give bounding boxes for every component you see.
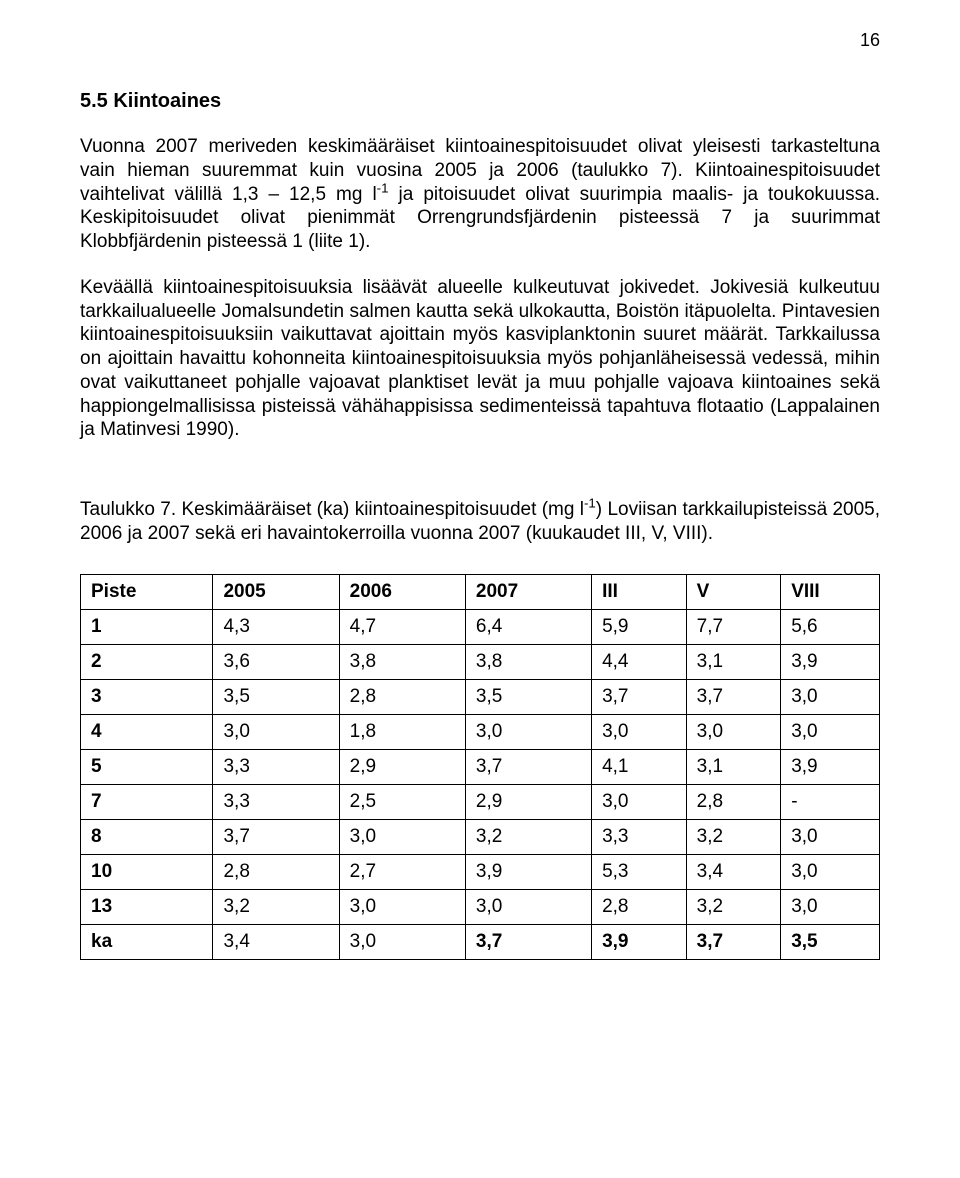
table-cell: 2,8 [592,889,687,924]
document-page: 16 5.5 Kiintoaines Vuonna 2007 meriveden… [0,0,960,1178]
table-cell: 4,7 [339,609,465,644]
table-header-cell: Piste [81,574,213,609]
table-cell: 6,4 [465,609,591,644]
table-header-cell: 2005 [213,574,339,609]
table-cell: 3,7 [465,924,591,959]
table-row-label: 2 [81,644,213,679]
table-cell: 2,8 [339,679,465,714]
table-cell: 3,5 [465,679,591,714]
table-cell: 4,4 [592,644,687,679]
table-row: 73,32,52,93,02,8- [81,784,880,819]
table-cell: - [781,784,880,819]
table-header-cell: V [686,574,781,609]
table-cell: 3,9 [781,644,880,679]
table-row-label: ka [81,924,213,959]
table-row-label: 8 [81,819,213,854]
data-table: Piste200520062007IIIVVIII 14,34,76,45,97… [80,574,880,960]
table-cell: 2,8 [213,854,339,889]
table-row-label: 5 [81,749,213,784]
table-row: 33,52,83,53,73,73,0 [81,679,880,714]
table-header-cell: 2007 [465,574,591,609]
table-cell: 3,0 [781,819,880,854]
table-cell: 5,9 [592,609,687,644]
table-cell: 3,1 [686,644,781,679]
table-header-cell: VIII [781,574,880,609]
table-cell: 3,0 [213,714,339,749]
table-cell: 2,8 [686,784,781,819]
table-cell: 3,1 [686,749,781,784]
table-cell: 3,9 [592,924,687,959]
table-row: 83,73,03,23,33,23,0 [81,819,880,854]
table-cell: 3,2 [213,889,339,924]
table-cell: 3,0 [686,714,781,749]
table-row: 133,23,03,02,83,23,0 [81,889,880,924]
table-cell: 3,7 [592,679,687,714]
table-header-cell: 2006 [339,574,465,609]
table-row: 43,01,83,03,03,03,0 [81,714,880,749]
table-cell: 3,2 [686,819,781,854]
table-cell: 3,0 [465,889,591,924]
table-cell: 3,8 [465,644,591,679]
table-cell: 3,0 [592,714,687,749]
table-cell: 3,0 [781,889,880,924]
table-cell: 3,9 [781,749,880,784]
table-cell: 3,8 [339,644,465,679]
table-cell: 3,0 [781,854,880,889]
table-cell: 3,0 [781,714,880,749]
table-cell: 3,3 [213,784,339,819]
table-cell: 3,2 [465,819,591,854]
table-row-label: 1 [81,609,213,644]
table-cell: 3,3 [592,819,687,854]
table-row: 23,63,83,84,43,13,9 [81,644,880,679]
table-cell: 3,7 [686,924,781,959]
table-row-label: 4 [81,714,213,749]
table-cell: 5,3 [592,854,687,889]
paragraph-1: Vuonna 2007 meriveden keskimääräiset kii… [80,135,880,254]
table-cell: 3,0 [339,924,465,959]
table-row-label: 13 [81,889,213,924]
table-row-label: 7 [81,784,213,819]
table-cell: 4,1 [592,749,687,784]
table-caption: Taulukko 7. Keskimääräiset (ka) kiintoai… [80,498,880,546]
table-cell: 3,0 [339,819,465,854]
table-cell: 7,7 [686,609,781,644]
table-cell: 3,0 [592,784,687,819]
table-row: ka3,43,03,73,93,73,5 [81,924,880,959]
table-cell: 2,9 [339,749,465,784]
table-cell: 2,7 [339,854,465,889]
table-cell: 4,3 [213,609,339,644]
table-row-label: 10 [81,854,213,889]
table-cell: 3,6 [213,644,339,679]
table-cell: 3,7 [686,679,781,714]
table-cell: 3,3 [213,749,339,784]
table-cell: 3,0 [339,889,465,924]
table-cell: 3,0 [465,714,591,749]
section-title: 5.5 Kiintoaines [80,90,880,113]
table-cell: 3,4 [686,854,781,889]
table-cell: 2,9 [465,784,591,819]
table-header: Piste200520062007IIIVVIII [81,574,880,609]
table-cell: 3,9 [465,854,591,889]
table-row: 102,82,73,95,33,43,0 [81,854,880,889]
table-cell: 3,4 [213,924,339,959]
table-cell: 2,5 [339,784,465,819]
table-row: 53,32,93,74,13,13,9 [81,749,880,784]
table-header-cell: III [592,574,687,609]
table-cell: 5,6 [781,609,880,644]
table-cell: 3,0 [781,679,880,714]
table-cell: 1,8 [339,714,465,749]
table-cell: 3,5 [781,924,880,959]
table-cell: 3,7 [465,749,591,784]
paragraph-2: Keväällä kiintoainespitoisuuksia lisäävä… [80,276,880,442]
table-row-label: 3 [81,679,213,714]
page-number: 16 [860,30,880,51]
table-row: 14,34,76,45,97,75,6 [81,609,880,644]
table-cell: 3,5 [213,679,339,714]
table-cell: 3,7 [213,819,339,854]
table-body: 14,34,76,45,97,75,623,63,83,84,43,13,933… [81,609,880,959]
table-cell: 3,2 [686,889,781,924]
